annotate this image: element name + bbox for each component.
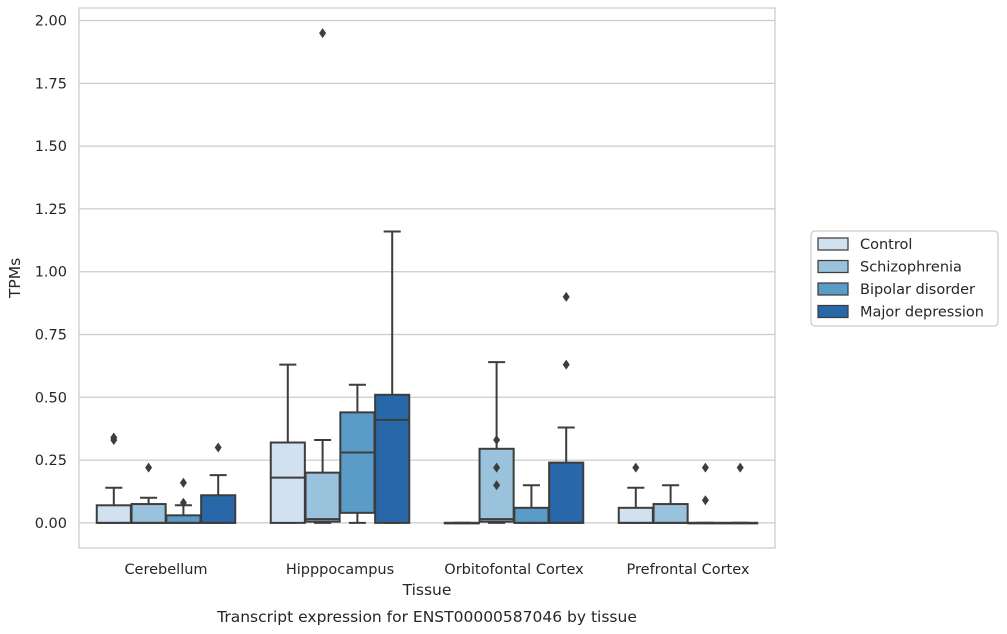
outlier-point [110, 432, 118, 443]
y-tick-label: 0.25 [35, 453, 67, 469]
box-schizophrenia [130, 462, 167, 524]
legend-item: Control [817, 237, 912, 253]
y-tick-labels: 0.00 0.25 0.50 0.75 1.00 1.25 1.50 1.75 2.00 [35, 14, 67, 532]
box-major-depression [200, 442, 237, 524]
box-control [269, 363, 306, 524]
box-bipolar-disorder [687, 462, 724, 525]
legend-swatch [817, 304, 849, 319]
box-groups [95, 28, 759, 525]
box-bipolar-disorder [165, 477, 202, 524]
legend-item: Bipolar disorder [817, 282, 975, 298]
y-tick-label: 0.50 [35, 390, 67, 406]
box-body [95, 504, 132, 524]
outlier-point [701, 462, 709, 473]
box-major-depression [548, 291, 585, 524]
legend-label: Bipolar disorder [860, 282, 975, 298]
y-tick-label: 0.00 [35, 516, 67, 532]
legend-swatch [817, 259, 849, 274]
outlier-point [319, 28, 327, 39]
box-control [443, 521, 480, 525]
outlier-point [493, 480, 501, 491]
legend-label: Control [860, 237, 912, 253]
legend: Control Schizophrenia Bipolar disorder Majo… [810, 230, 999, 327]
legend-item: Major depression [817, 304, 984, 321]
y-axis-label: TPMs [6, 258, 24, 299]
legend-label: Major depression [860, 305, 984, 321]
x-tick-label: Prefrontal Cortex [627, 562, 750, 578]
box-body [374, 393, 411, 524]
y-tick-label: 0.75 [35, 328, 67, 344]
box-body [339, 411, 376, 514]
x-tick-label: Cerebellum [124, 562, 207, 578]
box-body [165, 514, 202, 524]
box-schizophrenia [478, 361, 515, 524]
outlier-point [145, 462, 153, 473]
x-tick-label: Orbitofontal Cortex [444, 562, 584, 578]
outlier-point [736, 462, 744, 473]
y-tick-label: 1.25 [35, 202, 67, 218]
box-body [652, 503, 689, 524]
box-body [304, 471, 341, 523]
y-tick-label: 1.00 [35, 265, 67, 281]
x-tick-labels: Cerebellum Hipppocampus Orbitofontal Corte… [124, 562, 749, 578]
box-schizophrenia [304, 28, 341, 524]
box-body [617, 506, 654, 524]
outlier-point [562, 291, 570, 302]
box-schizophrenia [652, 484, 689, 524]
y-tick-label: 1.50 [35, 139, 67, 155]
outlier-point [179, 497, 187, 508]
box-control [95, 432, 132, 524]
legend-frame [810, 230, 999, 327]
box-body [548, 461, 585, 524]
box-major-depression [722, 462, 759, 525]
legend-label: Schizophrenia [860, 260, 962, 276]
box-body [200, 494, 237, 524]
outlier-point [493, 435, 501, 445]
x-tick-label: Hipppocampus [286, 562, 394, 578]
box-control [617, 462, 654, 524]
legend-swatch [817, 282, 849, 296]
plot-frame [78, 7, 776, 549]
box-bipolar-disorder [339, 383, 376, 524]
legend-swatch [817, 237, 849, 251]
outlier-point [493, 462, 501, 473]
box-major-depression [374, 230, 411, 524]
outlier-point [632, 462, 640, 473]
chart-caption: Transcript expression for ENST0000058704… [216, 608, 637, 626]
outlier-point [701, 495, 709, 506]
y-tick-label: 2.00 [35, 14, 67, 30]
box-body [130, 503, 167, 524]
legend-item: Schizophrenia [817, 259, 962, 276]
outlier-point [562, 359, 570, 370]
y-tick-label: 1.75 [35, 76, 67, 92]
gridlines [79, 19, 775, 524]
x-axis-label: Tissue [402, 581, 452, 599]
outlier-point [179, 477, 187, 488]
outlier-point [214, 442, 222, 453]
box-bipolar-disorder [513, 484, 550, 524]
box-body [269, 441, 306, 524]
box-body [513, 506, 550, 524]
